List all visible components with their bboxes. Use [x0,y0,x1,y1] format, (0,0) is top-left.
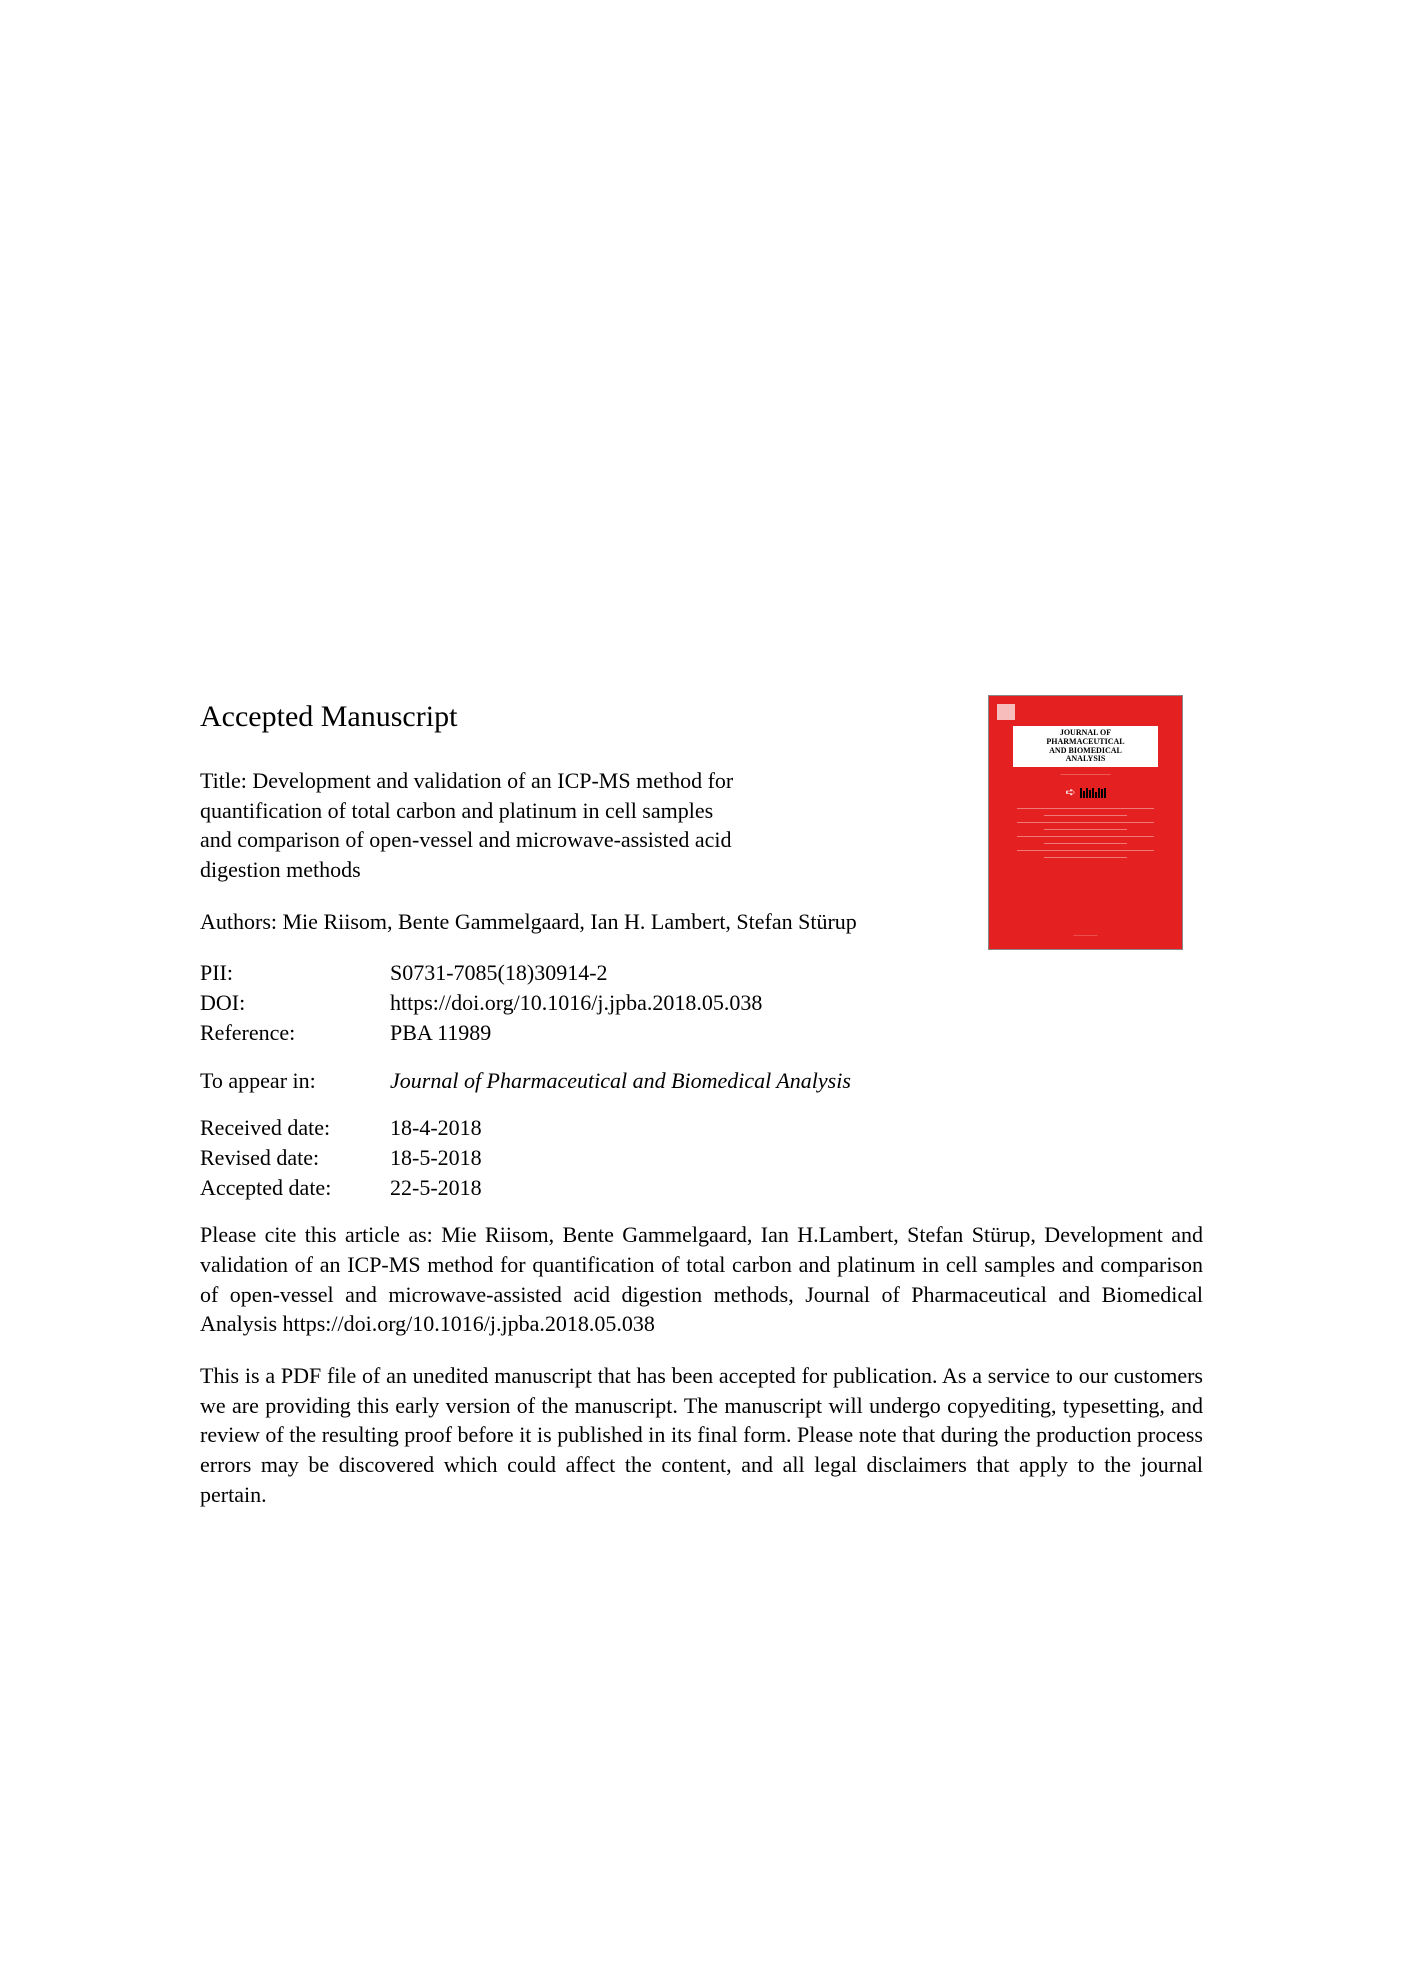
pii-label: PII: [200,958,390,988]
content-area: Accepted Manuscript Title: Development a… [200,700,1203,1509]
manuscript-title: Title: Development and validation of an … [200,766,750,885]
accepted-label: Accepted date: [200,1173,390,1203]
meta-dates: Received date: 18-4-2018 Revised date: 1… [200,1113,1203,1202]
revised-label: Revised date: [200,1143,390,1173]
meta-identifiers: PII: S0731-7085(18)30914-2 DOI: https://… [200,958,1203,1047]
appear-value: Journal of Pharmaceutical and Biomedical… [390,1066,1203,1096]
pii-value: S0731-7085(18)30914-2 [390,958,1203,988]
title-prefix: Title: [200,768,252,793]
doi-value: https://doi.org/10.1016/j.jpba.2018.05.0… [390,988,1203,1018]
page-heading: Accepted Manuscript [200,700,1203,734]
manuscript-authors: Authors: Mie Riisom, Bente Gammelgaard, … [200,907,1203,937]
disclaimer-paragraph: This is a PDF file of an unedited manusc… [200,1361,1203,1509]
meta-row-pii: PII: S0731-7085(18)30914-2 [200,958,1203,988]
reference-label: Reference: [200,1018,390,1048]
meta-row-revised: Revised date: 18-5-2018 [200,1143,1203,1173]
authors-prefix: Authors: [200,909,283,934]
meta-row-reference: Reference: PBA 11989 [200,1018,1203,1048]
accepted-value: 22-5-2018 [390,1173,1203,1203]
authors-value: Mie Riisom, Bente Gammelgaard, Ian H. La… [283,909,857,934]
revised-value: 18-5-2018 [390,1143,1203,1173]
meta-row-appear: To appear in: Journal of Pharmaceutical … [200,1066,1203,1096]
page-container: JOURNAL OF PHARMACEUTICAL AND BIOMEDICAL… [0,0,1403,1985]
doi-label: DOI: [200,988,390,1018]
appear-label: To appear in: [200,1066,390,1096]
meta-row-accepted: Accepted date: 22-5-2018 [200,1173,1203,1203]
citation-paragraph: Please cite this article as: Mie Riisom,… [200,1220,1203,1339]
title-value: Development and validation of an ICP-MS … [200,768,733,882]
meta-row-received: Received date: 18-4-2018 [200,1113,1203,1143]
meta-row-doi: DOI: https://doi.org/10.1016/j.jpba.2018… [200,988,1203,1018]
reference-value: PBA 11989 [390,1018,1203,1048]
received-label: Received date: [200,1113,390,1143]
meta-journal: To appear in: Journal of Pharmaceutical … [200,1066,1203,1096]
received-value: 18-4-2018 [390,1113,1203,1143]
